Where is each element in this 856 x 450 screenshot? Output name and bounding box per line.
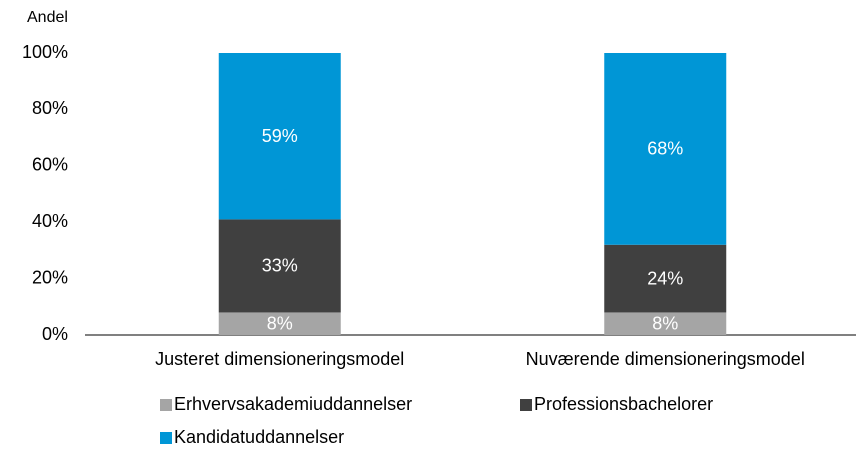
legend-label: Professionsbachelorer	[534, 394, 713, 414]
bar-segment	[218, 219, 341, 313]
x-tick-label: Justeret dimensioneringsmodel	[155, 349, 404, 369]
data-label: 68%	[647, 139, 683, 159]
legend-swatch	[520, 399, 532, 411]
data-label: 8%	[652, 313, 678, 333]
y-tick-label: 40%	[32, 211, 68, 231]
data-label: 24%	[647, 268, 683, 288]
legend-swatch	[160, 399, 172, 411]
y-tick-label: 20%	[32, 267, 68, 287]
data-label: 33%	[262, 256, 298, 276]
bar-segment	[218, 312, 341, 335]
bar-segment	[604, 53, 727, 245]
y-tick-label: 60%	[32, 155, 68, 175]
bar-segment	[604, 312, 727, 335]
data-label: 59%	[262, 126, 298, 146]
legend-label: Erhvervsakademiuddannelser	[174, 394, 412, 414]
y-tick-label: 100%	[22, 42, 68, 62]
bar-segment	[218, 53, 341, 220]
y-tick-label: 80%	[32, 98, 68, 118]
legend-label: Kandidatuddannelser	[174, 427, 344, 447]
y-tick-label: 0%	[42, 324, 68, 344]
y-axis-label: Andel	[27, 9, 68, 26]
legend-swatch	[160, 432, 172, 444]
bar-segment	[604, 244, 727, 313]
data-label: 8%	[267, 313, 293, 333]
x-tick-label: Nuværende dimensioneringsmodel	[526, 349, 805, 369]
